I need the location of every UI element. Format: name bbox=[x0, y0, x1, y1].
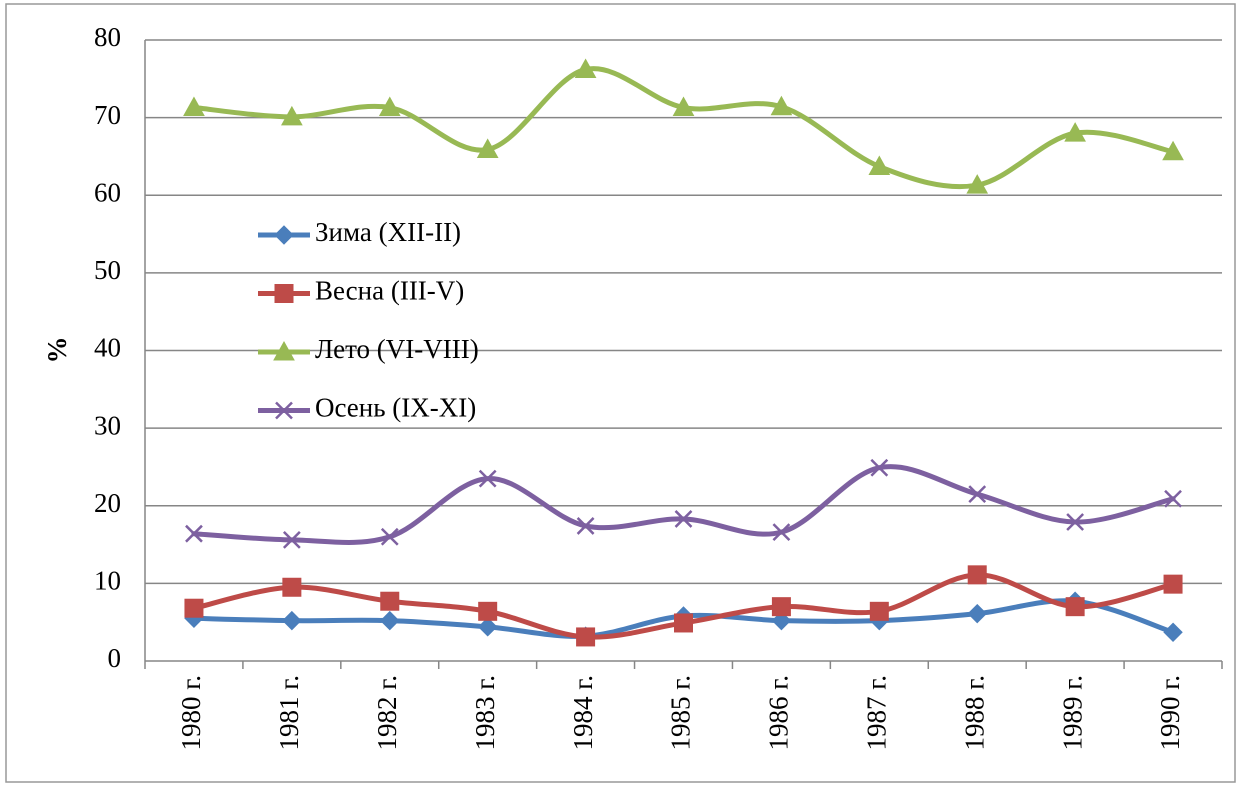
marker bbox=[870, 458, 889, 477]
x-tick-label: 1983 г. bbox=[470, 675, 500, 751]
marker bbox=[576, 517, 595, 535]
legend-label: Лето (VI-VIII) bbox=[315, 334, 479, 364]
y-tick-label: 80 bbox=[94, 22, 121, 52]
marker bbox=[380, 527, 399, 546]
marker bbox=[771, 597, 791, 617]
marker bbox=[282, 610, 302, 631]
marker bbox=[576, 627, 596, 647]
y-tick-label: 20 bbox=[94, 488, 121, 518]
marker bbox=[378, 96, 401, 117]
marker bbox=[380, 591, 400, 611]
x-tick-label: 1987 г. bbox=[862, 675, 892, 751]
legend-label: Зима (XII-II) bbox=[315, 217, 461, 247]
marker bbox=[1163, 574, 1183, 594]
y-tick-label: 40 bbox=[94, 333, 121, 363]
y-tick-label: 50 bbox=[94, 255, 121, 285]
marker bbox=[274, 225, 294, 245]
marker bbox=[868, 155, 891, 176]
x-tick-label: 1982 г. bbox=[372, 675, 402, 751]
marker bbox=[1164, 489, 1182, 508]
y-axis-label: % bbox=[42, 337, 72, 364]
marker bbox=[274, 284, 294, 303]
marker bbox=[183, 96, 205, 117]
marker bbox=[1162, 140, 1184, 161]
marker bbox=[477, 617, 498, 637]
marker bbox=[967, 603, 987, 624]
marker bbox=[185, 524, 203, 543]
marker bbox=[1066, 513, 1085, 531]
y-tick-label: 10 bbox=[94, 566, 121, 596]
y-tick-label: 70 bbox=[94, 100, 121, 130]
marker bbox=[478, 601, 498, 621]
marker bbox=[1163, 622, 1183, 642]
marker bbox=[674, 510, 693, 528]
chart-frame bbox=[5, 3, 1236, 783]
marker bbox=[574, 58, 597, 78]
x-tick-label: 1986 г. bbox=[764, 675, 794, 751]
y-tick-label: 30 bbox=[94, 410, 121, 440]
x-tick-label: 1989 г. bbox=[1057, 675, 1087, 751]
x-tick-label: 1980 г. bbox=[176, 675, 206, 751]
marker bbox=[966, 174, 989, 194]
legend-label: Весна (III-V) bbox=[315, 276, 464, 306]
x-tick-label: 1985 г. bbox=[666, 675, 696, 751]
x-tick-label: 1988 г. bbox=[959, 675, 989, 751]
marker bbox=[869, 601, 889, 621]
marker bbox=[184, 598, 204, 618]
marker bbox=[273, 340, 295, 361]
marker bbox=[281, 105, 303, 126]
marker bbox=[967, 565, 987, 585]
legend-label: Осень (IX-XI) bbox=[315, 393, 476, 423]
y-tick-label: 60 bbox=[94, 177, 121, 207]
marker bbox=[275, 401, 293, 420]
x-tick-label: 1984 г. bbox=[568, 675, 598, 751]
marker bbox=[968, 485, 987, 503]
marker bbox=[282, 531, 301, 549]
x-tick-label: 1990 г. bbox=[1155, 675, 1185, 751]
marker bbox=[770, 95, 793, 116]
marker bbox=[282, 577, 302, 597]
y-tick-label: 0 bbox=[108, 643, 122, 673]
marker bbox=[476, 138, 499, 158]
marker bbox=[478, 469, 497, 488]
marker bbox=[674, 613, 693, 633]
marker bbox=[1064, 122, 1086, 142]
marker bbox=[772, 523, 791, 542]
x-tick-label: 1981 г. bbox=[274, 675, 304, 751]
marker bbox=[1065, 597, 1085, 617]
marker bbox=[672, 96, 695, 117]
marker bbox=[380, 610, 400, 631]
